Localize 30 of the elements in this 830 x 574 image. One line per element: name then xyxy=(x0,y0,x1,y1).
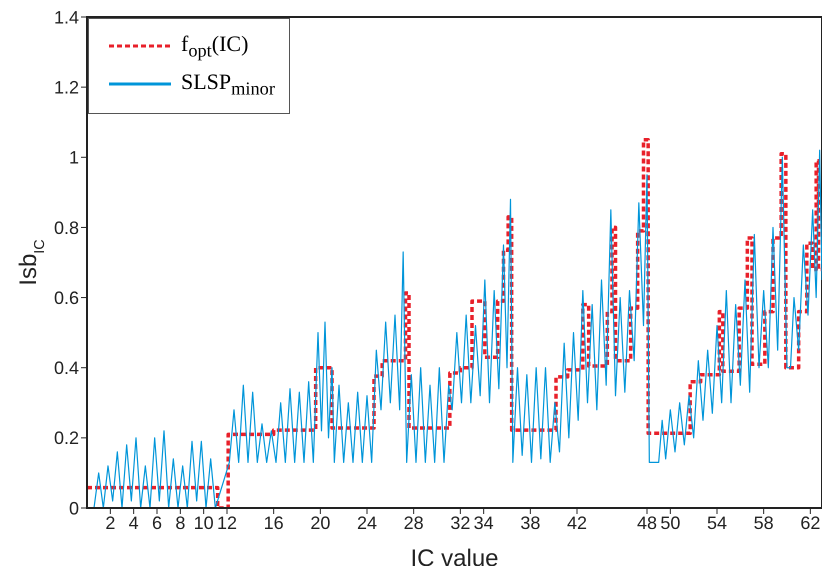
x-tick-label: 20 xyxy=(310,512,330,533)
x-tick-label: 10 xyxy=(194,512,214,533)
legend-label: f$_{opt}$(IC) xyxy=(181,30,248,62)
x-tick-label: 16 xyxy=(264,512,284,533)
x-tick-label: 24 xyxy=(356,512,378,533)
x-tick-label: 38 xyxy=(520,512,540,533)
x-tick-label: 2 xyxy=(105,512,116,533)
x-tick-label: 8 xyxy=(175,512,186,533)
x-tick-label: 32 xyxy=(450,512,470,533)
x-tick-label: 42 xyxy=(566,512,588,533)
legend-label: SLSP$_{minor}$ xyxy=(181,68,275,100)
x-tick-label: 6 xyxy=(152,512,162,533)
x-tick-label: 28 xyxy=(404,512,424,533)
x-tick-label: 4 xyxy=(128,512,139,533)
y-tick-label: 1.4 xyxy=(54,7,79,28)
x-tick-label: 58 xyxy=(754,512,774,533)
y-tick-label: 0.4 xyxy=(54,358,79,378)
x-tick-label: 62 xyxy=(800,512,820,533)
x-axis-title: IC value xyxy=(410,545,499,572)
x-tick-label: 12 xyxy=(216,512,238,533)
x-tick-label: 50 xyxy=(660,512,680,533)
x-tick-label: 34 xyxy=(474,512,494,533)
y-tick-label: 0.6 xyxy=(54,288,79,308)
y-tick-label: 1.2 xyxy=(54,78,79,98)
x-tick-label: 48 xyxy=(636,512,658,533)
y-tick-label: 1 xyxy=(68,148,79,168)
y-tick-label: 0 xyxy=(68,498,79,518)
x-tick-label: 54 xyxy=(706,512,728,533)
y-tick-label: 0.8 xyxy=(54,218,79,238)
y-tick-label: 0.2 xyxy=(54,428,79,448)
